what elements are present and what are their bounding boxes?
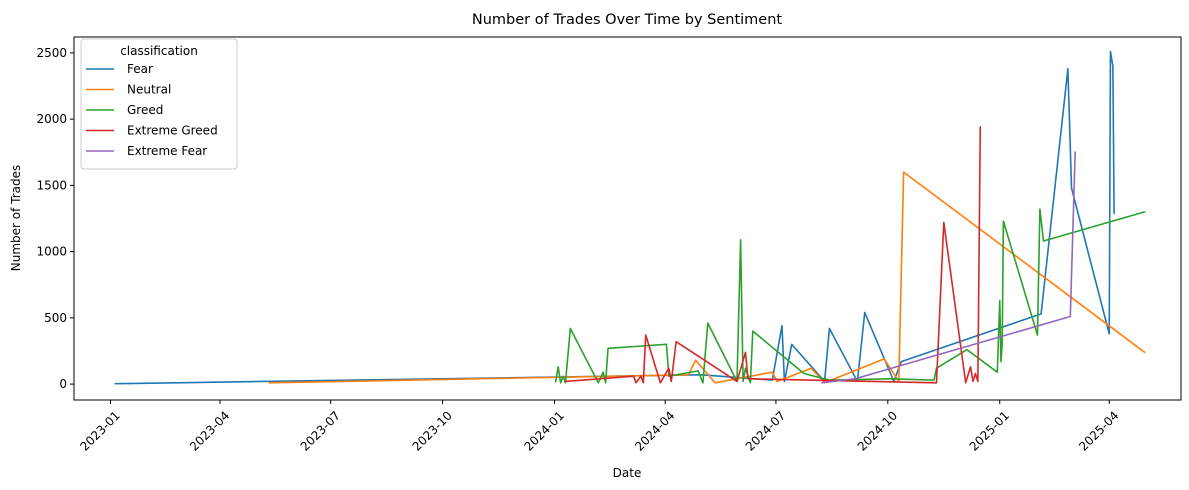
y-tick-label: 2500 bbox=[36, 46, 67, 60]
legend-label-neutral: Neutral bbox=[127, 83, 171, 97]
series-line-fear bbox=[114, 50, 1115, 385]
plot-area-frame bbox=[73, 36, 1182, 401]
chart-title: Number of Trades Over Time by Sentiment bbox=[472, 12, 783, 28]
series-layer bbox=[114, 50, 1146, 385]
x-tick-label: 2023-04 bbox=[187, 408, 232, 453]
y-tick-label: 2000 bbox=[36, 112, 67, 126]
x-tick-label: 2025-04 bbox=[1076, 408, 1121, 453]
legend: classification Fear Neutral Greed Extreme G… bbox=[80, 38, 238, 170]
x-tick-label: 2024-04 bbox=[632, 408, 677, 453]
y-axis-label: Number of Trades bbox=[9, 165, 23, 272]
y-tick-label: 1500 bbox=[36, 178, 67, 192]
legend-label-extreme-fear: Extreme Fear bbox=[127, 144, 207, 158]
x-tick-label: 2024-01 bbox=[521, 408, 566, 453]
legend-label-extreme-greed: Extreme Greed bbox=[127, 124, 218, 138]
x-tick-label: 2024-10 bbox=[855, 408, 900, 453]
y-tick-label: 1000 bbox=[36, 245, 67, 259]
legend-label-fear: Fear bbox=[127, 62, 153, 76]
x-tick-label: 2023-07 bbox=[298, 408, 343, 453]
x-tick-label: 2023-10 bbox=[410, 408, 455, 453]
y-tick-label: 0 bbox=[59, 377, 67, 391]
legend-title: classification bbox=[120, 44, 198, 58]
x-tick-label: 2025-01 bbox=[967, 408, 1012, 453]
x-axis-ticks: 2023-01 2023-04 2023-07 2023-10 2024-01 2024-… bbox=[77, 400, 1122, 454]
y-axis-ticks: 0 500 1000 1500 2000 2500 bbox=[36, 46, 74, 391]
series-line-neutral bbox=[269, 171, 1146, 384]
x-axis-label: Date bbox=[613, 466, 642, 480]
legend-items: Fear Neutral Greed Extreme Greed Extreme Fea… bbox=[86, 62, 218, 158]
y-tick-label: 500 bbox=[44, 311, 67, 325]
x-tick-label: 2024-07 bbox=[743, 408, 788, 453]
legend-box bbox=[80, 38, 238, 170]
series-line-extreme-fear bbox=[821, 151, 1076, 384]
x-tick-label: 2023-01 bbox=[77, 408, 122, 453]
series-line-extreme-greed bbox=[564, 126, 982, 384]
legend-label-greed: Greed bbox=[127, 103, 163, 117]
series-line-greed bbox=[554, 208, 1146, 384]
